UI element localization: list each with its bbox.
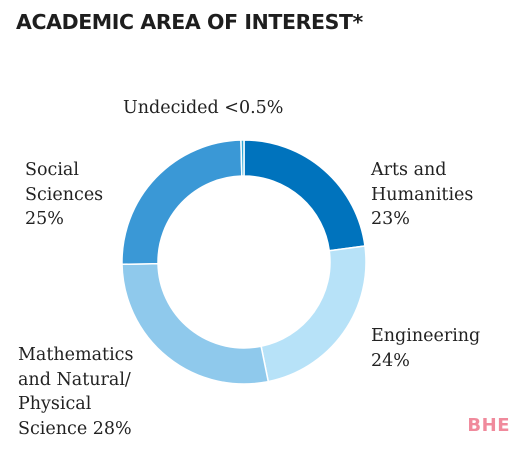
slice-label-line: Humanities bbox=[371, 184, 474, 205]
slice-label-line: Mathematics bbox=[18, 345, 134, 365]
slice-label-line: Arts and bbox=[371, 160, 447, 180]
label-undecided: Undecided <0.5% bbox=[123, 96, 283, 121]
donut-slice-4 bbox=[240, 139, 245, 177]
label-mathematics-natural-physical-science: Mathematics and Natural/Physical Science 2… bbox=[18, 343, 133, 441]
donut-slice-0 bbox=[243, 139, 366, 252]
slice-label-line: Engineering bbox=[371, 326, 481, 346]
donut-slice-2 bbox=[121, 262, 270, 385]
slice-label-line: Undecided <0.5% bbox=[123, 98, 284, 118]
slice-label-line: Science 28% bbox=[18, 418, 132, 439]
slice-label-line: 24% bbox=[371, 350, 410, 371]
watermark-logo: BHE bbox=[467, 415, 510, 436]
slice-label-line: Social bbox=[25, 160, 79, 180]
label-social-sciences: Social Sciences 25% bbox=[25, 158, 103, 232]
slice-label-line: and Natural/ bbox=[18, 369, 131, 390]
label-arts-humanities: Arts and Humanities 23% bbox=[371, 158, 473, 232]
donut-slice-3 bbox=[121, 139, 243, 266]
label-engineering: Engineering 24% bbox=[371, 324, 480, 373]
slice-label-line: 25% bbox=[25, 209, 64, 229]
chart-title: ACADEMIC AREA OF INTEREST* bbox=[16, 10, 363, 34]
slice-label-line: Sciences bbox=[25, 184, 104, 205]
slice-label-line: 23% bbox=[371, 209, 410, 229]
slice-label-line: Physical bbox=[18, 394, 92, 414]
donut-slice-1 bbox=[260, 245, 367, 383]
